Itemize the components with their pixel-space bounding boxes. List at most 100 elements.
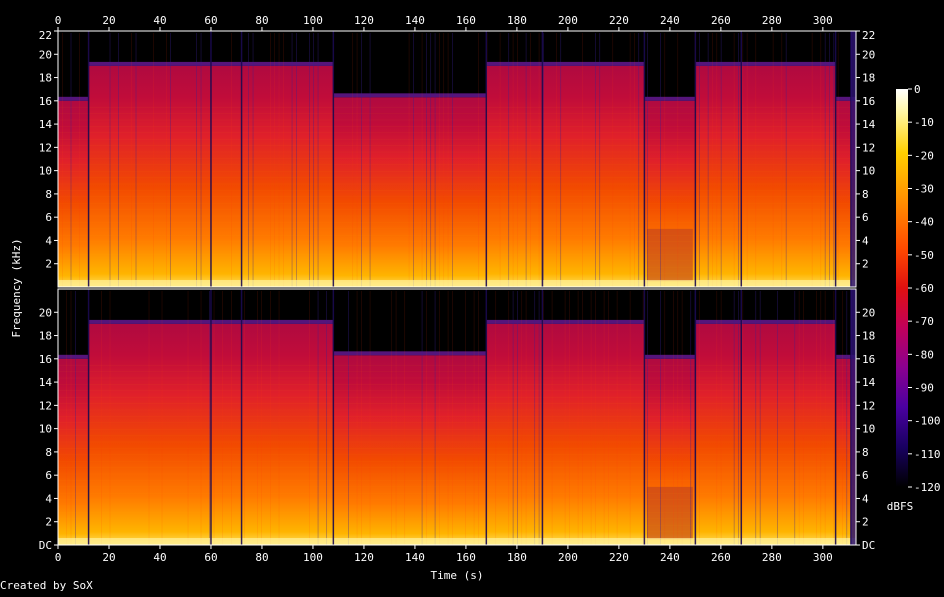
spectrum-segment bbox=[333, 97, 487, 287]
colorbar-tick-label: -40 bbox=[914, 216, 934, 229]
colorbar-label: dBFS bbox=[887, 500, 914, 513]
y-axis-label: Frequency (kHz) bbox=[10, 238, 23, 337]
y-tick-label: 8 bbox=[45, 446, 52, 459]
spectrum-segment bbox=[333, 355, 487, 545]
x-tick-label: 80 bbox=[255, 14, 268, 27]
y-tick-label: 18 bbox=[39, 330, 52, 343]
x-tick-label: 300 bbox=[813, 14, 833, 27]
y-tick-label: 10 bbox=[39, 165, 52, 178]
y-tick-label: 14 bbox=[862, 376, 876, 389]
low-frequency-band bbox=[58, 538, 856, 545]
x-axis-label: Time (s) bbox=[431, 569, 484, 582]
spectrum-fringe bbox=[644, 96, 696, 101]
y-tick-label: 6 bbox=[45, 211, 52, 224]
y-tick-label: 18 bbox=[862, 330, 875, 343]
y-tick-label: 2 bbox=[862, 516, 869, 529]
x-tick-label: 40 bbox=[153, 551, 166, 564]
x-tick-label: 280 bbox=[762, 14, 782, 27]
x-tick-label: 120 bbox=[354, 14, 374, 27]
colorbar-tick-label: -60 bbox=[914, 282, 934, 295]
y-tick-label: 8 bbox=[862, 188, 869, 201]
y-tick-label: 12 bbox=[39, 141, 52, 154]
y-tick-label: 14 bbox=[862, 118, 876, 131]
x-tick-label: 120 bbox=[354, 551, 374, 564]
y-tick-label: 18 bbox=[862, 72, 875, 85]
colorbar-tick-label: -120 bbox=[914, 481, 941, 494]
x-tick-label: 40 bbox=[153, 14, 166, 27]
y-tick-label: 22 bbox=[862, 29, 875, 42]
spectrum-fringe bbox=[695, 319, 836, 324]
colorbar-tick-label: 0 bbox=[914, 83, 921, 96]
colorbar-tick-label: -80 bbox=[914, 348, 934, 361]
low-frequency-band bbox=[58, 280, 856, 287]
x-tick-label: 300 bbox=[813, 551, 833, 564]
spectrum-fringe bbox=[835, 354, 856, 359]
spectrum-segment bbox=[695, 65, 836, 287]
spectrum-fringe bbox=[644, 354, 696, 359]
y-tick-label: DC bbox=[862, 539, 875, 552]
spectrum-segment bbox=[58, 100, 89, 288]
x-tick-label: 180 bbox=[507, 551, 527, 564]
x-tick-label: 140 bbox=[405, 551, 425, 564]
quiet-low-band bbox=[646, 228, 693, 282]
y-tick-label: 6 bbox=[862, 469, 869, 482]
x-tick-label: 200 bbox=[558, 551, 578, 564]
x-tick-label: 20 bbox=[102, 551, 115, 564]
y-tick-label: 2 bbox=[45, 516, 52, 529]
y-tick-label: 2 bbox=[862, 258, 869, 271]
y-tick-label: 10 bbox=[862, 165, 875, 178]
y-tick-label: 14 bbox=[39, 376, 53, 389]
tail-segment bbox=[850, 289, 856, 545]
x-tick-label: 260 bbox=[711, 14, 731, 27]
spectrum-segment bbox=[486, 323, 645, 545]
colorbar bbox=[896, 89, 908, 487]
colorbar-tick-label: -70 bbox=[914, 315, 934, 328]
y-tick-label: 16 bbox=[39, 353, 52, 366]
spectrum-fringe bbox=[695, 61, 836, 66]
x-tick-label: 240 bbox=[660, 14, 680, 27]
colorbar-tick-label: -20 bbox=[914, 149, 934, 162]
colorbar-tick-label: -100 bbox=[914, 415, 941, 428]
x-tick-label: 80 bbox=[255, 551, 268, 564]
x-tick-label: 60 bbox=[204, 14, 217, 27]
y-tick-label: 4 bbox=[45, 234, 52, 247]
y-tick-label: 10 bbox=[39, 423, 52, 436]
spectrum-fringe bbox=[486, 319, 645, 324]
y-tick-label: 20 bbox=[862, 306, 875, 319]
y-tick-label: DC bbox=[39, 539, 52, 552]
colorbar-tick-label: -90 bbox=[914, 382, 934, 395]
y-tick-label: 20 bbox=[39, 48, 52, 61]
tail-segment bbox=[850, 31, 856, 287]
spectrum-segment bbox=[58, 358, 89, 545]
colorbar-tick-label: -50 bbox=[914, 249, 934, 262]
y-tick-label: 12 bbox=[862, 141, 875, 154]
x-tick-label: 160 bbox=[456, 551, 476, 564]
x-tick-label: 180 bbox=[507, 14, 527, 27]
spectrum-fringe bbox=[58, 354, 89, 359]
y-tick-label: 4 bbox=[862, 492, 869, 505]
spectrum-fringe bbox=[333, 93, 487, 98]
colorbar-tick-label: -30 bbox=[914, 183, 934, 196]
colorbar-ticks: 0 -10 -20 -30 -40 -50 -60 -70 -80 -90 -100 -110 -120 bbox=[908, 83, 941, 494]
x-tick-label: 100 bbox=[303, 14, 323, 27]
plot-frame bbox=[57, 288, 857, 546]
spectrum-fringe bbox=[486, 61, 645, 66]
y-tick-label: 16 bbox=[862, 353, 875, 366]
y-tick-label: 8 bbox=[862, 446, 869, 459]
x-tick-label: 0 bbox=[55, 551, 62, 564]
spectrum-segment bbox=[486, 65, 645, 287]
y-tick-label: 12 bbox=[39, 399, 52, 412]
spectrum-fringe bbox=[333, 351, 487, 356]
x-tick-label: 20 bbox=[102, 14, 115, 27]
y-tick-label: 14 bbox=[39, 118, 53, 131]
y-tick-label: 6 bbox=[862, 211, 869, 224]
y-tick-label: 2 bbox=[45, 258, 52, 271]
x-tick-label: 280 bbox=[762, 551, 782, 564]
y-tick-label: 16 bbox=[862, 95, 875, 108]
y-tick-label: 12 bbox=[862, 399, 875, 412]
spectrum-fringe bbox=[58, 96, 89, 101]
y-tick-label: 8 bbox=[45, 188, 52, 201]
